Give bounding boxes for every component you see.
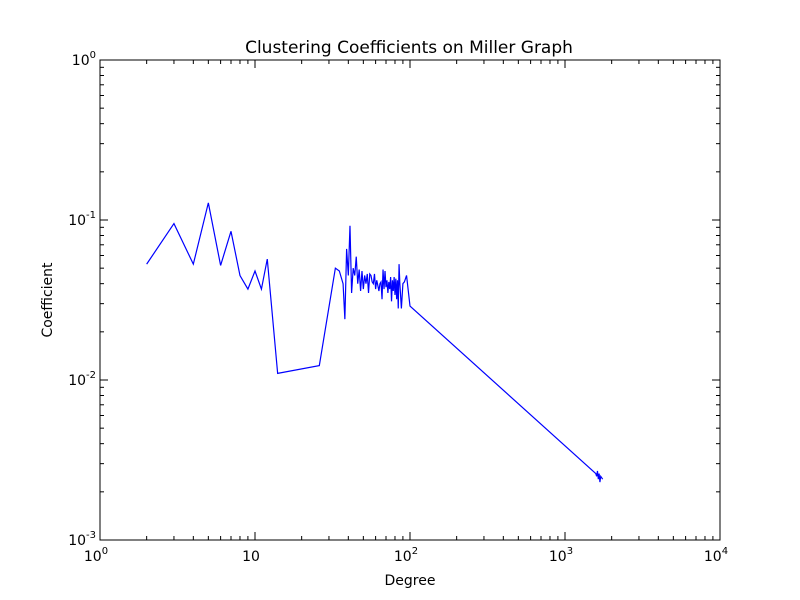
plot-frame: [99, 59, 721, 541]
y-tick-label: 100: [72, 50, 96, 69]
x-tick-label: 10: [242, 549, 260, 565]
x-tick-label: 100: [84, 546, 108, 565]
y-tick-label: 10-3: [68, 530, 96, 549]
x-axis-title: Degree: [385, 573, 436, 589]
x-tick-label: 102: [394, 546, 418, 565]
plot-lines: [146, 202, 604, 483]
y-tick-label: 10-1: [68, 210, 96, 229]
chart-title: Clustering Coefficients on Miller Graph: [245, 38, 573, 58]
series-line-0: [146, 202, 604, 483]
x-tick-label: 104: [704, 546, 728, 565]
axis-ticks: [99, 59, 721, 541]
y-axis-title: Coefficient: [40, 262, 56, 338]
y-tick-label: 10-2: [68, 370, 96, 389]
x-tick-label: 103: [549, 546, 573, 565]
